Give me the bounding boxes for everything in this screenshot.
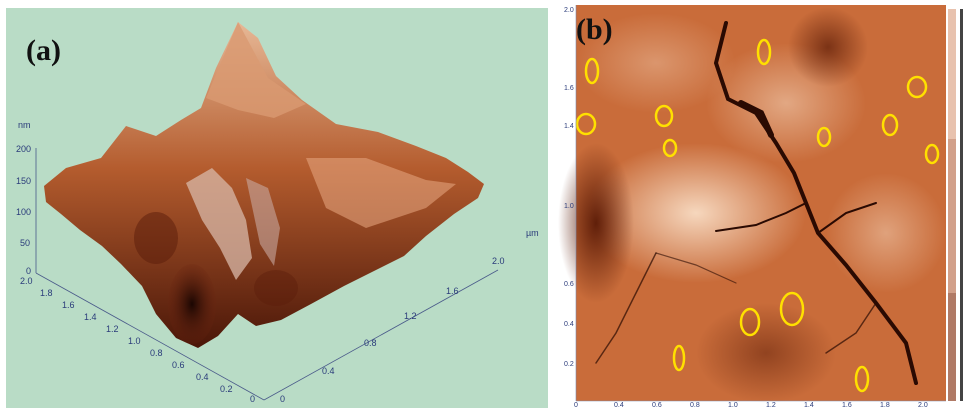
z-tick: 200: [16, 144, 32, 154]
x-axis-unit: µm: [526, 228, 539, 238]
surface-mesh: [44, 22, 484, 348]
y-tick: 1.8: [40, 288, 53, 298]
scale-bar: [948, 9, 956, 401]
x-tick: 1.4: [804, 402, 814, 409]
afm-2d-image: [558, 5, 963, 403]
y-tick: 0.8: [150, 348, 163, 358]
afm-2d-panel: (b) 2.0 1.6 1.4 1.0 0.6 0.4 0.2 0 0.4 0.…: [556, 3, 979, 411]
y-tick: 1.4: [84, 312, 97, 322]
x-tick: 0.8: [364, 338, 377, 348]
x-tick: 2.0: [492, 256, 505, 266]
x-tick: 0.4: [614, 402, 624, 409]
z-tick: 0: [26, 266, 32, 276]
pore-markers: [575, 38, 940, 393]
x-tick: 1.6: [446, 286, 459, 296]
x-tick: 1.0: [728, 402, 738, 409]
y-tick: 1.4: [564, 123, 574, 130]
y-tick: 0.6: [564, 281, 574, 288]
y-tick: 0.2: [220, 384, 233, 394]
y-tick: 1.0: [128, 336, 141, 346]
afm-3d-surface: [35, 22, 499, 401]
y-tick: 2.0: [20, 276, 33, 286]
y-tick: 2.0: [564, 7, 574, 14]
x-tick: 1.8: [880, 402, 890, 409]
x-tick: 1.2: [404, 311, 417, 321]
afm-3d-panel: (a) nm 200 150 100 50 0 2.0 1.8 1.6 1.4 …: [6, 8, 548, 408]
x-tick: 0.6: [652, 402, 662, 409]
z-tick: 100: [16, 207, 32, 217]
cracks: [595, 21, 918, 385]
y-tick: 0: [250, 394, 256, 404]
y-tick: 0.2: [564, 361, 574, 368]
panel-b-label: (b): [576, 13, 613, 46]
y-tick: 0.6: [172, 360, 185, 370]
y-tick: 1.2: [106, 324, 119, 334]
x-tick: 2.0: [918, 402, 928, 409]
z-tick: 50: [20, 238, 31, 248]
x-tick: 0.8: [690, 402, 700, 409]
z-tick: 150: [16, 176, 32, 186]
y-tick: 1.6: [62, 300, 75, 310]
panel-a-label: (a): [26, 34, 61, 67]
y-tick: 0.4: [564, 321, 574, 328]
y-tick: 0.4: [196, 372, 209, 382]
y-tick: 1.6: [564, 85, 574, 92]
y-tick: 1.0: [564, 203, 574, 210]
x-tick: 1.6: [842, 402, 852, 409]
x-tick: 0.4: [322, 366, 335, 376]
x-tick: 0: [574, 402, 578, 409]
x-tick: 1.2: [766, 402, 776, 409]
x-tick: 0: [280, 394, 286, 404]
z-axis-unit: nm: [18, 120, 31, 130]
axis-lines: [35, 148, 499, 401]
